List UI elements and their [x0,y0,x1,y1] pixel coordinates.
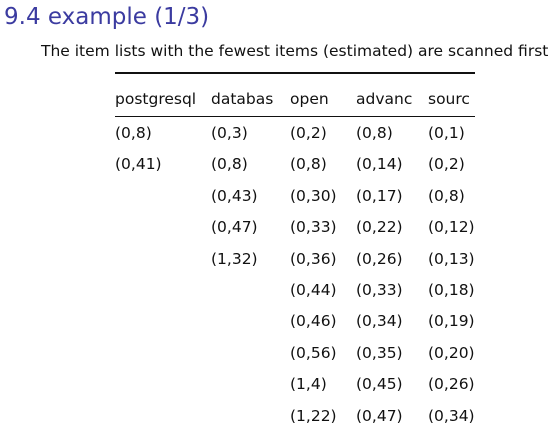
column-header-databas: databas [211,90,274,108]
table-cell: (0,18) [428,281,475,299]
table-cell: (0,8) [211,155,248,174]
table-cell: (0,33) [290,218,337,237]
table-cell: (0,8) [115,124,152,142]
table-cell: (0,2) [290,124,327,142]
table-cell: (0,1) [428,124,465,142]
table-cell: (0,8) [290,155,327,174]
table-cell: (0,8) [356,124,393,142]
table-cell: (0,3) [211,124,248,142]
table-cell: (0,19) [428,312,475,331]
table-cell: (1,32) [211,249,258,268]
column-header-open: open [290,90,329,108]
table-cell: (0,20) [428,343,475,362]
table-cell: (1,22) [290,406,337,425]
table-cell: (0,8) [428,186,465,205]
table-cell: (0,47) [211,218,258,237]
table-cell: (0,44) [290,281,337,299]
column-header-sourc: sourc [428,90,470,108]
slide-title: 9.4 example (1/3) [4,4,210,30]
table-cell: (0,12) [428,218,475,237]
table-cell: (0,34) [428,406,475,425]
table-cell: (0,47) [356,406,403,425]
table-cell: (0,56) [290,343,337,362]
table-cell: (0,26) [356,249,403,268]
table-header-rule [115,116,475,117]
table-cell: (0,36) [290,249,337,268]
table-cell: (0,35) [356,343,403,362]
table-cell: (0,30) [290,186,337,205]
table-cell: (0,22) [356,218,403,237]
table-cell: (0,13) [428,249,475,268]
column-header-postgresql: postgresql [115,90,197,108]
table-cell: (0,14) [356,155,403,174]
table-cell: (0,26) [428,375,475,394]
slide-subtitle: The item lists with the fewest items (es… [41,42,548,60]
table-cell: (0,17) [356,186,403,205]
table-cell: (0,43) [211,186,258,205]
column-header-advanc: advanc [356,90,413,108]
table-cell: (0,46) [290,312,337,331]
table-cell: (0,33) [356,281,403,299]
table-cell: (0,41) [115,155,162,174]
table-cell: (1,4) [290,375,327,394]
table-top-rule [115,72,475,74]
table-cell: (0,2) [428,155,465,174]
table-cell: (0,34) [356,312,403,331]
table-cell: (0,45) [356,375,403,394]
